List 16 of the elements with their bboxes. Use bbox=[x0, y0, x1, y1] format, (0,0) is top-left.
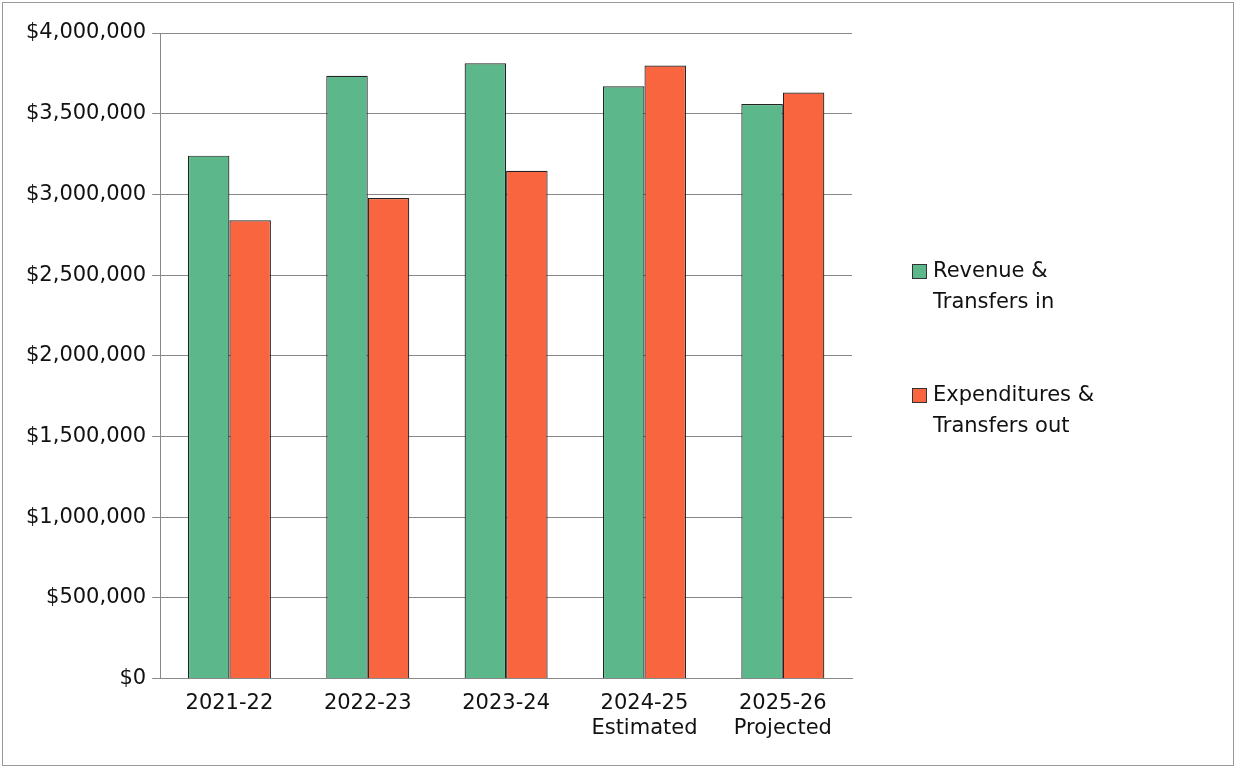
y-tick-label: $2,000,000 bbox=[25, 342, 147, 367]
y-tick-label: $0 bbox=[119, 665, 147, 690]
y-tick-label: $1,000,000 bbox=[25, 503, 147, 528]
y-tick-label: $500,000 bbox=[46, 584, 147, 609]
y-tick-label: $2,500,000 bbox=[25, 261, 147, 286]
legend-label: Revenue & Transfers in bbox=[933, 257, 1056, 315]
x-tick-label: 2023-24 bbox=[462, 689, 550, 714]
x-tick-label: 2025-26 Projected bbox=[733, 689, 832, 739]
y-tick-label: $3,000,000 bbox=[25, 180, 147, 205]
y-tick-label: $1,500,000 bbox=[25, 422, 147, 447]
y-tick-label: $4,000,000 bbox=[25, 19, 147, 44]
y-tick-label: $3,500,000 bbox=[25, 100, 147, 125]
legend-label: Expenditures & Transfers out bbox=[933, 381, 1096, 439]
x-tick-label: 2024-25 Estimated bbox=[591, 689, 698, 739]
x-tick-label: 2021-22 bbox=[185, 689, 274, 714]
x-tick-label: 2022-23 bbox=[323, 689, 412, 714]
